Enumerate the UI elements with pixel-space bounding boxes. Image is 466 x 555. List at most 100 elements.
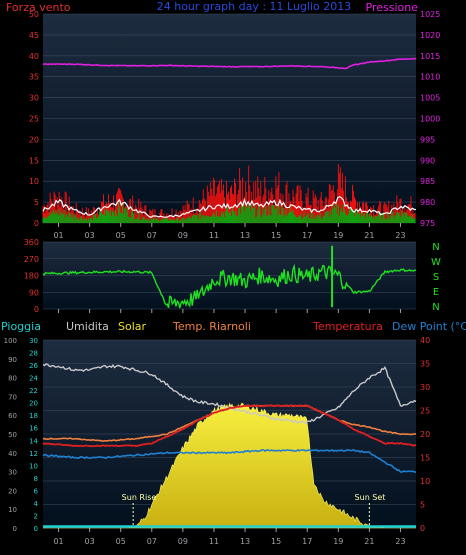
wind-tick-label: 45 [29,31,39,40]
tick-labels: 0510152025303540455097598098599099510001… [4,10,441,546]
x-tick-label: 15 [271,231,281,240]
x-tick-label: 21 [364,231,374,240]
secondary-tick-label: 10 [29,462,38,470]
temp-tick-label: 15 [420,454,430,463]
rain-tick-label: 20 [8,487,17,495]
wind-tick-label: 10 [29,177,39,186]
secondary-tick-label: 18 [29,412,38,420]
wind-tick-label: 40 [29,52,39,61]
wind-tick-label: 50 [29,10,39,19]
x-tick-label: 11 [209,231,219,240]
rain-tick-label: 0 [13,525,17,533]
x-tick-label: 13 [240,537,250,546]
secondary-tick-label: 24 [29,375,38,383]
rain-tick-label: 90 [8,356,17,364]
rain-tick-label: 60 [8,412,17,420]
rain-tick-label: 70 [8,393,17,401]
direction-tick-label: 0 [34,305,39,314]
legend-humidity: Umidita [66,320,109,333]
chart-title: 24 hour graph day : 11 Luglio 2013 [157,0,352,13]
direction-line [42,263,416,309]
x-tick-label: 01 [53,231,63,240]
chart-marks [42,57,417,529]
pressure-tick-label: 1025 [420,10,440,19]
pressure-line [42,57,417,70]
pressure-tick-label: 1000 [420,115,440,124]
sunrise-label: Sun Rise [122,493,157,502]
temp-tick-label: 25 [420,407,430,416]
wind-tick-label: 25 [29,115,39,124]
sunset-label: Sun Set [355,493,386,502]
x-tick-label: 23 [395,537,405,546]
x-tick-label: 21 [364,537,374,546]
legend-heat: Temp. Riarnoli [172,320,251,333]
x-tick-label: 11 [209,537,219,546]
x-tick-label: 15 [271,537,281,546]
wind-tick-label: 20 [29,135,39,144]
wind-average-line [42,196,417,218]
rain-tick-label: 40 [8,450,17,458]
temp-tick-label: 35 [420,360,430,369]
rain-tick-label: 30 [8,469,17,477]
x-tick-label: 17 [302,537,312,546]
secondary-tick-label: 16 [29,425,38,433]
compass-label: W [431,257,441,268]
x-tick-label: 23 [395,231,405,240]
wind-tick-label: 30 [29,94,39,103]
legend-temp: Temperatura [312,320,383,333]
x-tick-label: 19 [333,537,343,546]
wind-tick-label: 35 [29,73,39,82]
solar-area [43,402,416,529]
x-tick-label: 17 [302,231,312,240]
secondary-tick-label: 4 [34,500,39,508]
temp-tick-label: 5 [420,501,425,510]
pressure-tick-label: 980 [420,198,435,207]
secondary-tick-label: 22 [29,387,38,395]
x-tick-label: 05 [116,231,126,240]
secondary-tick-label: 2 [34,512,38,520]
direction-tick-label: 270 [24,255,39,264]
pressure-tick-label: 995 [420,135,435,144]
compass-label: N [432,302,439,313]
temp-tick-label: 20 [420,430,430,439]
x-tick-label: 19 [333,231,343,240]
compass-label: S [433,272,439,283]
rain-tick-label: 10 [8,506,17,514]
temp-tick-label: 0 [420,524,425,533]
wind-tick-label: 5 [34,198,39,207]
direction-tick-label: 90 [29,288,39,297]
dew-point-line [42,448,417,473]
temp-tick-label: 10 [420,477,430,486]
secondary-tick-label: 30 [29,337,38,345]
pressure-tick-label: 975 [420,219,435,228]
pressure-tick-label: 1005 [420,94,440,103]
temperature-line [42,404,417,448]
wind-axis-label: Forza vento [6,1,71,14]
pressure-tick-label: 1020 [420,31,440,40]
x-tick-label: 05 [116,537,126,546]
secondary-tick-label: 26 [29,362,38,370]
rain-tick-label: 80 [8,375,17,383]
wind-tick-label: 15 [29,156,39,165]
legend-dew: Dew Point (°C) [392,320,466,333]
secondary-tick-label: 0 [34,525,38,533]
temp-tick-label: 30 [420,383,430,392]
direction-tick-label: 180 [24,272,39,281]
x-tick-label: 07 [147,537,157,546]
pressure-tick-label: 1015 [420,52,440,61]
secondary-tick-label: 28 [29,350,38,358]
pressure-axis-label: Pressione [366,1,419,14]
direction-tick-label: 360 [24,238,39,247]
temp-tick-label: 40 [420,336,430,345]
x-tick-label: 07 [147,231,157,240]
secondary-tick-label: 20 [29,400,38,408]
rain-tick-label: 50 [8,431,17,439]
x-tick-label: 03 [85,537,95,546]
wind-tick-label: 0 [34,219,39,228]
pressure-tick-label: 985 [420,177,435,186]
x-tick-label: 09 [178,231,188,240]
secondary-tick-label: 8 [34,475,38,483]
compass-label: E [433,287,439,298]
